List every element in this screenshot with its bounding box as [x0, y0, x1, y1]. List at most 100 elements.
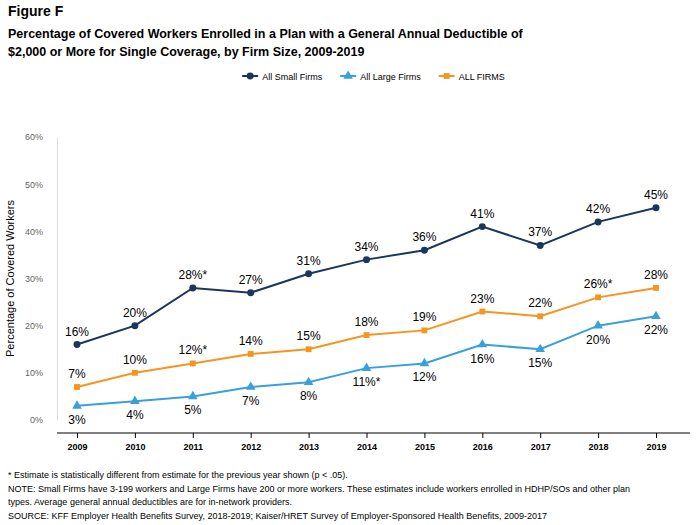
marker [72, 400, 82, 408]
x-tick-mark [424, 433, 425, 438]
x-tick-label: 2012 [241, 442, 261, 452]
y-axis-title: Percentage of Covered Workers [4, 200, 16, 357]
y-tick-label: 60% [25, 132, 43, 142]
data-label: 42% [586, 202, 610, 216]
y-tick: 60% [25, 132, 57, 142]
y-tick: 20% [25, 321, 57, 331]
marker [421, 247, 428, 254]
data-label: 18% [354, 315, 378, 329]
x-tick-label: 2011 [184, 442, 204, 452]
legend-swatch-marker [343, 70, 353, 78]
data-label: 5% [184, 403, 202, 417]
x-tick-mark [540, 433, 541, 438]
data-label: 12%* [178, 343, 207, 357]
data-label: 22% [644, 323, 668, 337]
marker [306, 346, 312, 352]
marker [593, 320, 603, 328]
x-tick-label: 2018 [589, 442, 609, 452]
series-line [77, 208, 656, 345]
x-tick-label: 2016 [473, 442, 493, 452]
x-tick-mark [77, 433, 78, 438]
y-tick: 30% [25, 274, 57, 284]
x-axis: 2009 2010 2011 2012 2013 2014 2015 2016 2017 2018… [57, 433, 690, 452]
marker [74, 384, 80, 390]
x-tick: 2009 [67, 433, 87, 452]
x-tick: 2014 [357, 433, 377, 452]
data-label: 10% [123, 353, 147, 367]
data-label: 4% [126, 408, 144, 422]
data-label: 22% [528, 296, 552, 310]
x-tick-mark [193, 433, 194, 438]
data-label: 15% [297, 329, 321, 343]
data-label: 23% [470, 292, 494, 306]
data-label: 20% [586, 333, 610, 347]
data-label: 36% [412, 230, 436, 244]
data-label: 16% [470, 352, 494, 366]
marker [477, 339, 487, 347]
x-tick-mark [251, 433, 252, 438]
x-tick-label: 2019 [646, 442, 666, 452]
legend-label: All Large Firms [360, 72, 421, 82]
marker [248, 351, 254, 357]
data-label: 7% [68, 367, 86, 381]
data-label: 20% [123, 306, 147, 320]
x-tick: 2012 [241, 433, 261, 452]
x-tick-label: 2013 [299, 442, 319, 452]
marker [653, 285, 659, 291]
marker [363, 256, 370, 263]
marker [595, 294, 601, 300]
marker [653, 204, 660, 211]
marker [305, 270, 312, 277]
x-tick-label: 2009 [67, 442, 87, 452]
data-label: 8% [300, 389, 318, 403]
marker [188, 391, 198, 399]
x-tick: 2016 [473, 433, 493, 452]
legend-label: ALL FIRMS [459, 72, 505, 82]
x-tick-mark [367, 433, 368, 438]
data-labels: 16%20%28%*27%31%34%36%41%37%42%45%3%4%5%… [65, 188, 668, 427]
y-tick: 40% [25, 227, 57, 237]
x-tick-mark [482, 433, 483, 438]
marker [132, 370, 138, 376]
x-tick-label: 2015 [415, 442, 435, 452]
data-label: 27% [239, 273, 263, 287]
data-label: 11%* [353, 375, 381, 389]
marker [479, 309, 485, 315]
x-tick: 2018 [589, 433, 609, 452]
y-tick: 50% [25, 180, 57, 190]
y-tick-label: 20% [25, 321, 43, 331]
note: NOTE: Small Firms have 3-199 workers and… [8, 484, 630, 494]
legend-label: All Small Firms [262, 72, 322, 82]
y-axis-line [57, 138, 58, 421]
chart: Figure F Percentage of Covered Workers En… [0, 0, 698, 525]
marker [651, 311, 661, 319]
legend-item: All Small Firms [242, 72, 322, 82]
x-tick: 2017 [531, 433, 551, 452]
x-tick-mark [135, 433, 136, 438]
subtitle: Percentage of Covered Workers Enrolled i… [8, 27, 524, 41]
title: Figure F [8, 3, 64, 19]
y-tick-label: 0% [30, 415, 43, 425]
marker [535, 344, 545, 352]
marker [479, 223, 486, 230]
y-tick-label: 10% [25, 368, 43, 378]
marker [364, 332, 370, 338]
y-axis: 0% 10% 20% 30% 40% 50% 60% [25, 132, 58, 425]
marker [595, 218, 602, 225]
marker [131, 322, 138, 329]
x-tick-mark [598, 433, 599, 438]
data-label: 31% [297, 254, 321, 268]
marker [421, 327, 427, 333]
y-tick-label: 40% [25, 227, 43, 237]
x-tick-label: 2010 [125, 442, 145, 452]
marker [362, 363, 372, 371]
marker [537, 242, 544, 249]
legend-swatch-marker [444, 73, 450, 79]
plot-marks [72, 204, 661, 408]
x-tick-label: 2017 [531, 442, 551, 452]
x-tick-mark [656, 433, 657, 438]
data-label: 34% [354, 240, 378, 254]
data-label: 16% [65, 325, 89, 339]
marker [420, 358, 430, 366]
data-label: 7% [242, 394, 260, 408]
